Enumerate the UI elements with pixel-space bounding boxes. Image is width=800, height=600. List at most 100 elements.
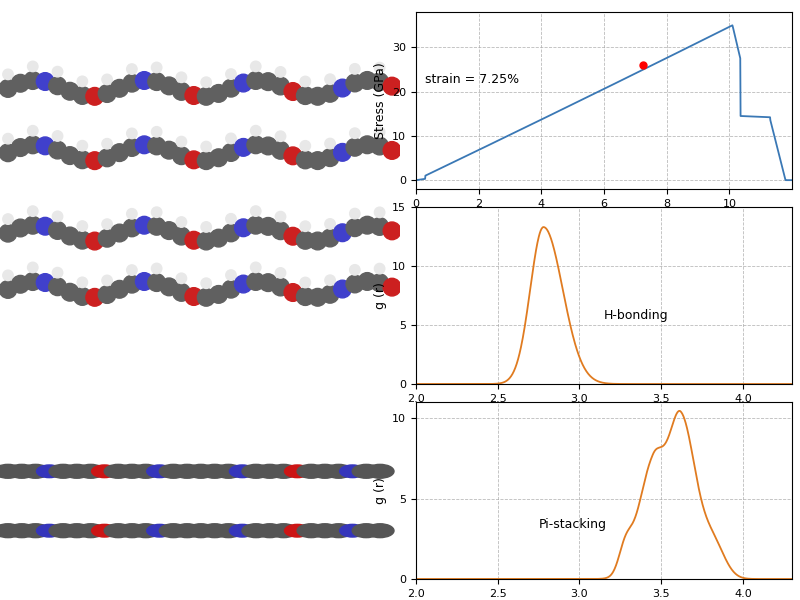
Circle shape [22,464,50,478]
Circle shape [187,524,215,538]
Circle shape [0,281,17,298]
Circle shape [325,74,335,85]
Circle shape [322,286,339,303]
Circle shape [61,82,78,100]
Circle shape [2,69,13,80]
Circle shape [126,64,137,74]
Circle shape [247,272,265,290]
Circle shape [198,152,215,169]
Circle shape [340,524,366,537]
Circle shape [371,137,389,155]
Circle shape [300,76,310,87]
Circle shape [98,229,116,247]
Circle shape [325,275,335,286]
Circle shape [77,277,87,287]
Circle shape [2,133,13,144]
Circle shape [284,227,302,245]
Circle shape [226,133,236,143]
Circle shape [340,465,366,478]
Circle shape [102,219,112,229]
Circle shape [77,76,87,86]
Circle shape [135,136,153,154]
Circle shape [63,464,91,478]
Circle shape [52,268,62,278]
Circle shape [210,229,227,247]
Circle shape [176,72,186,83]
Circle shape [102,275,112,286]
Circle shape [234,219,252,236]
Circle shape [86,232,103,250]
Circle shape [325,464,353,478]
Circle shape [383,142,401,159]
Circle shape [52,67,62,77]
Circle shape [300,221,310,232]
Circle shape [322,85,339,102]
Circle shape [148,137,166,155]
Circle shape [201,77,211,88]
Circle shape [86,152,103,170]
Circle shape [36,217,54,235]
Circle shape [234,275,252,293]
Circle shape [176,217,186,227]
Circle shape [123,219,141,237]
Circle shape [256,464,284,478]
Circle shape [210,85,227,102]
X-axis label: Strain (%): Strain (%) [573,214,635,227]
Circle shape [256,524,284,538]
Circle shape [11,74,29,92]
Text: H-bonding: H-bonding [604,309,669,322]
Circle shape [201,278,211,289]
Circle shape [123,275,141,293]
Circle shape [366,464,394,478]
Circle shape [77,524,105,538]
Text: strain = 7.25%: strain = 7.25% [426,73,519,86]
Circle shape [214,524,242,538]
Circle shape [242,464,270,478]
Circle shape [92,465,118,478]
Circle shape [0,144,17,161]
Circle shape [110,79,128,97]
Circle shape [222,143,240,161]
Circle shape [126,265,137,275]
Circle shape [275,211,286,222]
Circle shape [61,283,78,301]
Circle shape [198,232,215,250]
Circle shape [102,74,112,85]
Circle shape [371,274,389,292]
Circle shape [250,125,261,136]
Circle shape [11,275,29,293]
Circle shape [49,278,66,296]
Circle shape [160,278,178,296]
Circle shape [374,263,385,274]
Circle shape [126,128,137,139]
Circle shape [74,86,91,104]
Circle shape [151,127,162,137]
Circle shape [148,217,166,235]
Circle shape [160,142,178,159]
Circle shape [27,262,38,272]
Circle shape [151,207,162,217]
Circle shape [0,464,22,478]
Circle shape [346,74,364,92]
Circle shape [383,278,401,296]
Circle shape [300,140,310,151]
Circle shape [201,524,229,538]
Circle shape [173,147,190,164]
Circle shape [259,137,277,155]
Circle shape [259,274,277,292]
Circle shape [2,270,13,281]
Circle shape [37,524,62,537]
Circle shape [98,149,116,167]
Circle shape [185,232,202,249]
Circle shape [230,465,255,478]
Circle shape [297,524,325,538]
Circle shape [250,262,261,272]
Circle shape [159,464,187,478]
Circle shape [61,227,78,245]
Circle shape [146,524,172,537]
Circle shape [309,289,326,306]
Circle shape [151,62,162,73]
Circle shape [350,128,360,139]
Circle shape [24,71,42,89]
Circle shape [350,265,360,275]
